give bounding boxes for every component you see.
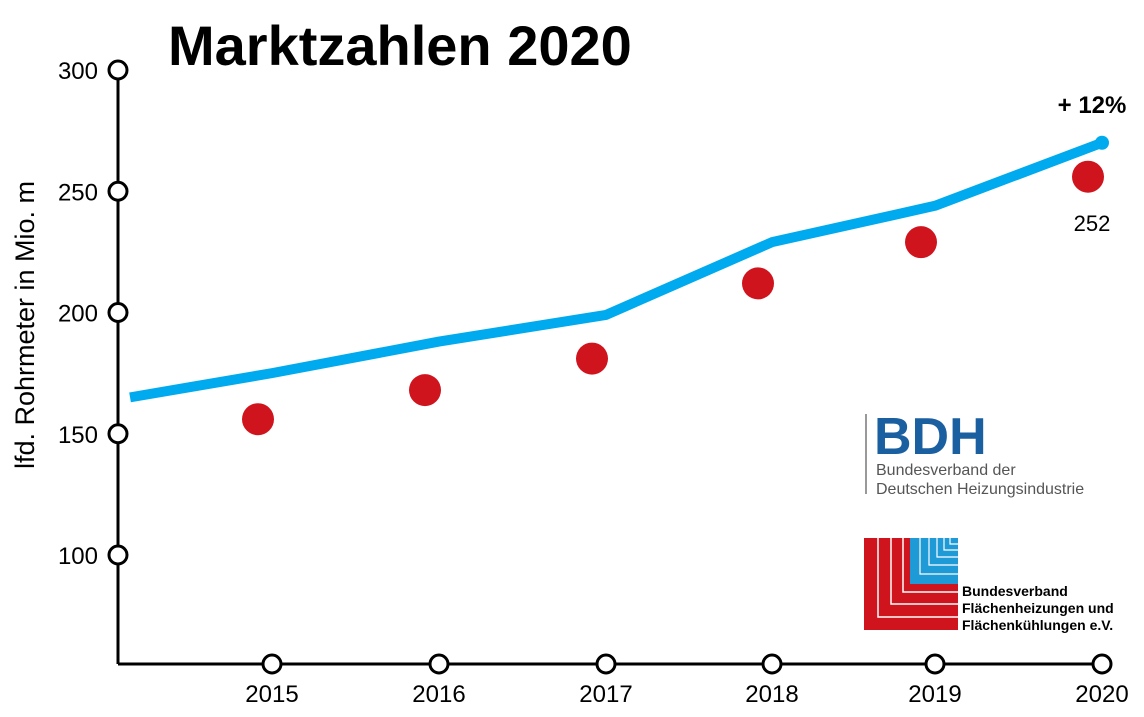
data-point: [576, 342, 608, 375]
last-value-label: 252: [1074, 211, 1111, 236]
x-tick-label: 2020: [1075, 681, 1128, 708]
x-ticks: 2015 2016 2017 2018 2019 2020: [245, 653, 1129, 708]
y-tick-marker: [107, 423, 129, 445]
growth-annotation: + 12%: [1058, 92, 1127, 119]
y-tick-marker: [107, 59, 129, 81]
trend-line: [129, 138, 1104, 403]
trend-line-series: [129, 135, 1109, 403]
x-tick-label: 2016: [412, 681, 465, 708]
data-point: [742, 267, 774, 300]
x-tick-marker: [428, 653, 450, 675]
y-tick-label: 150: [58, 422, 98, 449]
trend-line-endpoint: [1095, 135, 1109, 150]
y-tick-marker: [107, 544, 129, 566]
x-tick-label: 2015: [245, 681, 298, 708]
y-tick-label: 250: [58, 179, 98, 206]
bdh-logo-line1: Bundesverband der: [876, 462, 1016, 479]
x-tick-marker: [261, 653, 283, 675]
y-tick-label: 300: [58, 58, 98, 85]
data-point: [1072, 160, 1104, 193]
y-axis-label: lfd. Rohrmeter in Mio. m: [10, 181, 40, 469]
data-points-series: [242, 160, 1104, 436]
y-ticks: 100 150 200 250 300: [58, 58, 129, 570]
bvf-logo-red-lines: [877, 538, 958, 618]
x-tick-label: 2018: [745, 681, 798, 708]
bdh-logo-name: BDH: [874, 408, 987, 466]
x-tick-marker: [761, 653, 783, 675]
bdh-logo-line2: Deutschen Heizungsindustrie: [876, 481, 1084, 498]
y-tick-marker: [107, 302, 129, 323]
chart-title: Marktzahlen 2020: [168, 14, 632, 77]
bvf-logo-line3: Flächenkühlungen e.V.: [962, 617, 1113, 633]
y-tick-marker: [107, 180, 129, 202]
x-tick-marker: [595, 653, 617, 675]
bvf-logo: Bundesverband Flächenheizungen und Fläch…: [864, 538, 1114, 633]
data-point: [242, 403, 274, 436]
x-tick-marker: [924, 653, 946, 675]
x-tick-label: 2019: [908, 681, 961, 708]
x-tick-label: 2017: [579, 681, 632, 708]
bdh-logo: BDH Bundesverband der Deutschen Heizungs…: [865, 408, 1084, 498]
bvf-logo-line1: Bundesverband: [962, 583, 1068, 599]
x-tick-marker: [1091, 653, 1113, 675]
bvf-logo-blue-lines: [919, 538, 958, 575]
y-tick-label: 200: [58, 301, 98, 328]
data-point: [409, 374, 441, 407]
bvf-logo-blue-square: [910, 538, 958, 584]
data-point: [905, 226, 937, 259]
bvf-logo-line2: Flächenheizungen und: [962, 600, 1114, 616]
y-tick-label: 100: [58, 543, 98, 570]
